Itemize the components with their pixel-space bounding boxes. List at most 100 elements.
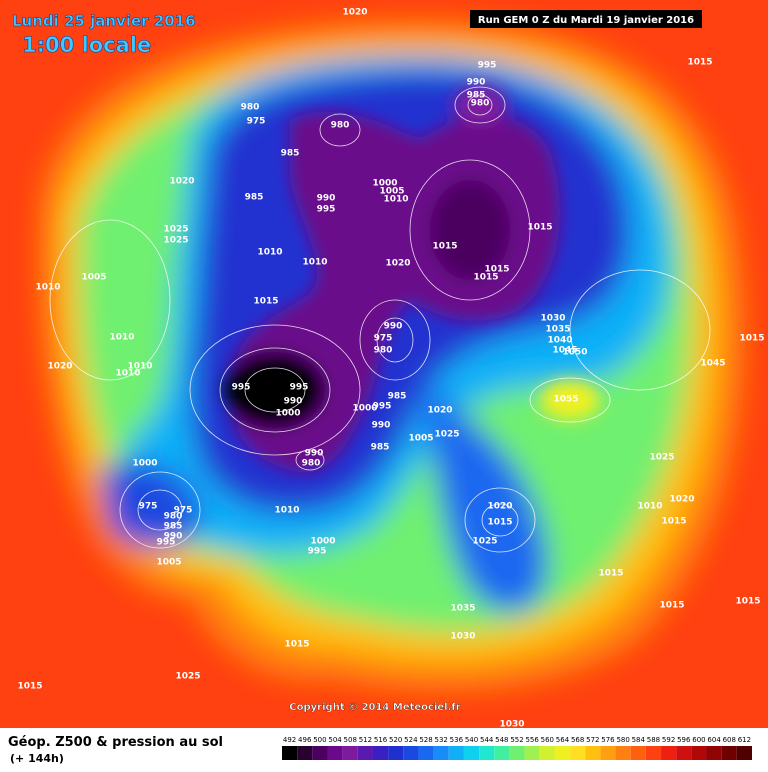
scale-swatch xyxy=(661,746,677,760)
scale-label: 532 xyxy=(435,736,448,744)
isobar-label: 1000 xyxy=(372,179,397,189)
isobar-label: 975 xyxy=(139,502,158,512)
isobar-label: 1020 xyxy=(487,502,512,512)
isobar-label: 985 xyxy=(388,392,407,402)
isobar-label: 975 xyxy=(374,334,393,344)
scale-label: 536 xyxy=(450,736,464,744)
color-scale: 492 496 500 504 508 512 516 520 524 528 532 536 540 5… xyxy=(282,736,752,760)
time-label: 1:00 locale xyxy=(22,33,151,57)
isobar-label: 1010 xyxy=(383,195,408,205)
isobar-label: 985 xyxy=(467,91,486,101)
scale-label: 512 xyxy=(359,736,372,744)
isobar xyxy=(219,347,331,433)
date-label: Lundi 25 janvier 2016 xyxy=(12,12,196,30)
isobar-label: 1020 xyxy=(669,495,694,505)
scale-label: 584 xyxy=(632,736,646,744)
scale-label: 576 xyxy=(601,736,615,744)
scale-label: 564 xyxy=(556,736,570,744)
scale-label: 596 xyxy=(677,736,691,744)
isobar-label: 980 xyxy=(164,512,183,522)
geopotential-field xyxy=(0,0,768,728)
field-core xyxy=(225,85,600,473)
scale-swatch xyxy=(403,746,419,760)
scale-label: 508 xyxy=(344,736,357,744)
isobar-label: 1015 xyxy=(735,597,760,607)
isobar-label: 985 xyxy=(164,522,183,532)
isobar-label: 995 xyxy=(317,205,336,215)
scale-swatch xyxy=(736,746,752,760)
isobar xyxy=(119,471,201,549)
isobar-label: 1015 xyxy=(473,273,498,283)
isobar-label: 1040 xyxy=(547,336,572,346)
isobar-label: 1005 xyxy=(408,434,433,444)
scale-label: 568 xyxy=(571,736,584,744)
isobar-label: 1015 xyxy=(487,518,512,528)
isobar-label: 1000 xyxy=(310,537,335,547)
isobar-label: 1025 xyxy=(434,430,459,440)
isobar-label: 990 xyxy=(467,78,486,88)
scale-label: 572 xyxy=(586,736,599,744)
isobar-label: 1010 xyxy=(257,248,282,258)
scale-swatch xyxy=(342,746,358,760)
scale-swatch xyxy=(676,746,692,760)
scale-swatch xyxy=(630,746,646,760)
isobar-label: 995 xyxy=(290,383,309,393)
isobar xyxy=(295,449,325,471)
isobar-label: 1015 xyxy=(661,517,686,527)
isobars xyxy=(49,86,711,553)
isobar-label: 1015 xyxy=(659,601,684,611)
scale-label: 592 xyxy=(662,736,675,744)
scale-label: 540 xyxy=(465,736,478,744)
isobar-label: 1010 xyxy=(302,258,327,268)
isobar-label: 1015 xyxy=(598,569,623,579)
scale-label: 608 xyxy=(723,736,736,744)
isobar-label: 995 xyxy=(373,402,392,412)
isobar-label: 985 xyxy=(281,149,300,159)
scale-label: 528 xyxy=(419,736,432,744)
isobar-label: 1010 xyxy=(35,283,60,293)
isobar-label: 1015 xyxy=(739,334,764,344)
isobar xyxy=(319,113,361,147)
isobar xyxy=(464,487,536,553)
isobar-label: 1055 xyxy=(553,395,578,405)
isobar-label: 1000 xyxy=(275,409,300,419)
isobar-label: 995 xyxy=(478,61,497,71)
isobar xyxy=(244,367,306,413)
isobar-label: 980 xyxy=(374,346,393,356)
isobar xyxy=(189,324,361,456)
isobar xyxy=(569,269,711,391)
scale-swatch xyxy=(585,746,601,760)
isobar-label: 1005 xyxy=(156,558,181,568)
isobar-label: 980 xyxy=(471,99,490,109)
isobar xyxy=(481,503,519,537)
scale-label: 556 xyxy=(525,736,539,744)
scale-swatch xyxy=(479,746,495,760)
scale-label: 516 xyxy=(374,736,388,744)
scale-swatch xyxy=(297,746,313,760)
isobar-label: 1050 xyxy=(562,348,587,358)
footer-lead: (+ 144h) xyxy=(10,752,64,765)
isobar-label: 1010 xyxy=(115,369,140,379)
isobar-label: 990 xyxy=(164,532,183,542)
isobar-label: 1030 xyxy=(499,720,524,730)
scale-swatch xyxy=(524,746,540,760)
scale-label: 604 xyxy=(707,736,721,744)
isobar-label: 1015 xyxy=(484,265,509,275)
scale-label: 524 xyxy=(404,736,418,744)
isobar-label: 1035 xyxy=(545,325,570,335)
isobar-label: 1015 xyxy=(253,297,278,307)
isobar-label: 975 xyxy=(247,117,266,127)
isobar-label: 1020 xyxy=(385,259,410,269)
isobar-label: 1030 xyxy=(540,314,565,324)
scale-swatch xyxy=(448,746,464,760)
isobar-label: 980 xyxy=(241,103,260,113)
scale-swatch xyxy=(494,746,510,760)
scale-label: 552 xyxy=(510,736,523,744)
scale-swatch xyxy=(721,746,737,760)
isobar xyxy=(137,489,183,531)
scale-label: 612 xyxy=(738,736,751,744)
scale-swatch xyxy=(357,746,373,760)
isobar-label: 1025 xyxy=(163,236,188,246)
isobar-label: 985 xyxy=(371,443,390,453)
isobar-label: 1015 xyxy=(432,242,457,252)
